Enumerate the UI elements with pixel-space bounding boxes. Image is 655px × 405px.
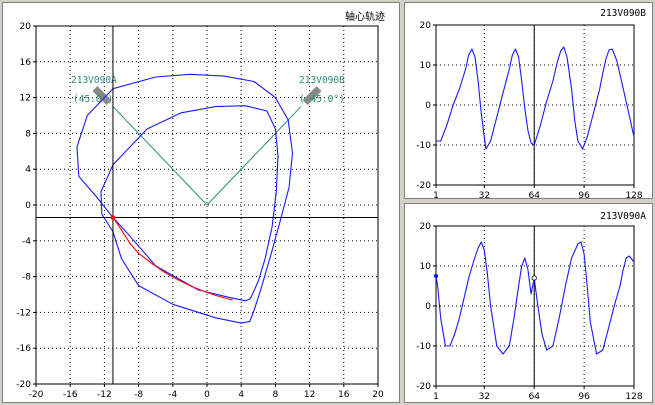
orbit-y-tick-label: 12 [20, 94, 31, 104]
orbit-x-tick-label: -16 [63, 390, 78, 400]
waveform-a-y-tick-label: 10 [420, 262, 432, 272]
waveform-b-y-tick-label: -20 [416, 181, 431, 191]
probe-a-axis-line [112, 106, 208, 206]
waveform-a-x-tick-label: 32 [479, 392, 490, 402]
orbit-y-tick-label: -4 [22, 237, 31, 247]
orbit-x-tick-label: -12 [97, 390, 112, 400]
waveform-b-title: 213V090B [600, 8, 646, 19]
orbit-panel: -20 -16 -12 -8 -4 0 4 8 12 16 20 -20 -16 -12 -8 -4 0 4 8 12… [2, 2, 400, 403]
waveform-b-x-tick-label: 32 [479, 191, 490, 201]
waveform-a-trace [435, 241, 635, 355]
orbit-title: 轴心轨迹 [345, 12, 385, 23]
waveform-a-panel: 1 32 64 96 128 -20 -10 0 10 20 213V090A [404, 203, 653, 403]
orbit-x-tick-label: -20 [29, 390, 44, 400]
orbit-x-tick-label: 4 [238, 390, 244, 400]
waveform-b-chart[interactable]: 1 32 64 96 128 -20 -10 0 10 20 [405, 3, 654, 201]
waveform-b-y-tick-label: -10 [416, 141, 431, 151]
orbit-y-tick-label: 16 [20, 58, 32, 68]
probe-b-angle: (-45.0°) [299, 94, 345, 105]
waveform-a-x-tick-label: 96 [578, 392, 590, 402]
orbit-x-tick-label: 12 [304, 390, 315, 400]
orbit-x-tick-label: 8 [273, 390, 279, 400]
orbit-y-tick-label: 4 [25, 165, 31, 175]
orbit-y-tick-label: -20 [16, 380, 31, 390]
orbit-y-tick-label: -8 [22, 273, 31, 283]
orbit-x-tick-label: -4 [168, 390, 177, 400]
orbit-trace [76, 73, 294, 324]
orbit-x-tick-label: 16 [338, 390, 350, 400]
waveform-b-y-tick-label: 0 [425, 101, 431, 111]
waveform-b-x-tick-label: 96 [578, 191, 590, 201]
orbit-x-tick-label: -8 [134, 390, 143, 400]
waveform-a-cursor-marker [531, 275, 537, 281]
waveform-b-x-tick-label: 64 [528, 191, 540, 201]
waveform-a-y-tick-label: 0 [425, 302, 431, 312]
probe-b-name: 213V090B [299, 75, 345, 86]
orbit-x-tick-label: 0 [204, 390, 210, 400]
waveform-a-start-marker [433, 273, 439, 279]
orbit-y-tick-label: 20 [20, 22, 32, 32]
orbit-y-tick-label: -16 [16, 344, 31, 354]
waveform-b-x-tick-label: 1 [433, 191, 439, 201]
waveform-a-x-tick-label: 1 [433, 392, 439, 402]
probe-b-axis-line [206, 106, 302, 206]
probe-a-sensor-icon [92, 86, 112, 106]
waveform-a-y-tick-label: -20 [416, 382, 431, 392]
waveform-b-x-tick-label: 128 [625, 191, 642, 201]
orbit-cursor-point [110, 215, 116, 220]
waveform-a-title: 213V090A [600, 211, 646, 222]
waveform-b-trace [436, 46, 635, 150]
probe-b-sensor-icon [302, 86, 322, 106]
orbit-y-tick-label: 8 [25, 129, 31, 139]
waveform-b-panel: 1 32 64 96 128 -20 -10 0 10 20 213V090B [404, 2, 654, 201]
orbit-x-tick-label: 20 [372, 390, 384, 400]
orbit-y-tick-label: -12 [16, 308, 31, 318]
waveform-a-y-tick-label: -10 [416, 342, 431, 352]
orbit-y-tick-label: 0 [25, 201, 31, 211]
waveform-b-y-tick-label: 20 [420, 21, 432, 31]
probe-a-angle: (45.0°) [73, 94, 113, 105]
waveform-a-x-tick-label: 64 [528, 392, 540, 402]
waveform-a-y-tick-label: 20 [420, 222, 432, 232]
orbit-highlight-trace [112, 217, 233, 301]
probe-a-name: 213V090A [71, 75, 117, 86]
waveform-a-chart[interactable]: 1 32 64 96 128 -20 -10 0 10 20 [405, 204, 654, 404]
waveform-b-y-tick-label: 10 [420, 61, 432, 71]
waveform-a-x-tick-label: 128 [625, 392, 642, 402]
orbit-chart[interactable]: -20 -16 -12 -8 -4 0 4 8 12 16 20 -20 -16 -12 -8 -4 0 4 8 12… [3, 3, 401, 404]
